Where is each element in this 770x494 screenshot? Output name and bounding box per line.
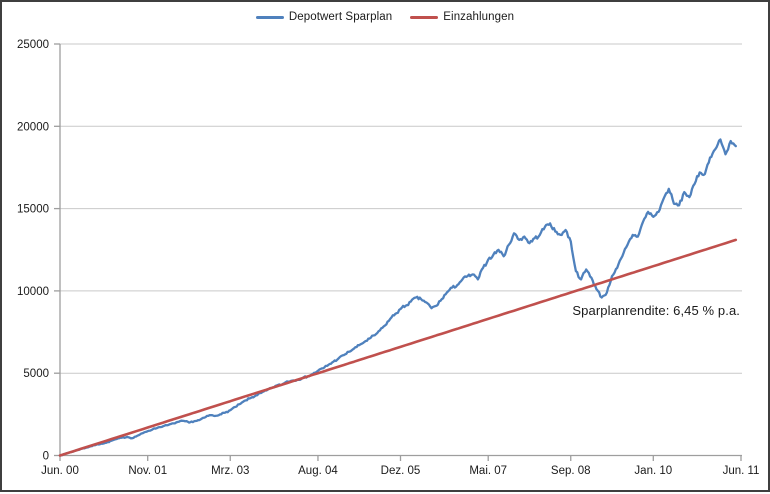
- svg-text:Mai. 07: Mai. 07: [469, 465, 507, 477]
- legend-label-einzahlungen: Einzahlungen: [443, 11, 515, 23]
- svg-text:Nov. 01: Nov. 01: [128, 465, 167, 477]
- svg-text:0: 0: [43, 451, 49, 463]
- chart-legend: Depotwert Sparplan Einzahlungen: [2, 11, 768, 23]
- svg-text:Jun. 00: Jun. 00: [41, 465, 79, 477]
- svg-text:5000: 5000: [23, 368, 49, 380]
- svg-text:15000: 15000: [17, 204, 49, 216]
- svg-text:Aug. 04: Aug. 04: [298, 465, 338, 477]
- legend-label-depotwert-sparplan: Depotwert Sparplan: [288, 11, 393, 23]
- sparplanrendite-annotation: Sparplanrendite: 6,45 % p.a.: [572, 303, 740, 318]
- legend-item-einzahlungen: Einzahlungen: [410, 11, 514, 23]
- legend-line-swatch-red: [410, 15, 439, 19]
- svg-text:25000: 25000: [17, 39, 49, 51]
- svg-text:10000: 10000: [17, 286, 49, 298]
- svg-text:Jun. 11: Jun. 11: [723, 465, 760, 477]
- svg-text:Mrz. 03: Mrz. 03: [211, 465, 249, 477]
- svg-text:Sep. 08: Sep. 08: [551, 465, 591, 477]
- svg-text:Jan. 10: Jan. 10: [634, 465, 672, 477]
- svg-text:Dez. 05: Dez. 05: [381, 465, 421, 477]
- svg-text:20000: 20000: [17, 121, 49, 133]
- legend-line-swatch-blue: [255, 15, 284, 19]
- legend-item-depotwert-sparplan: Depotwert Sparplan: [255, 11, 393, 23]
